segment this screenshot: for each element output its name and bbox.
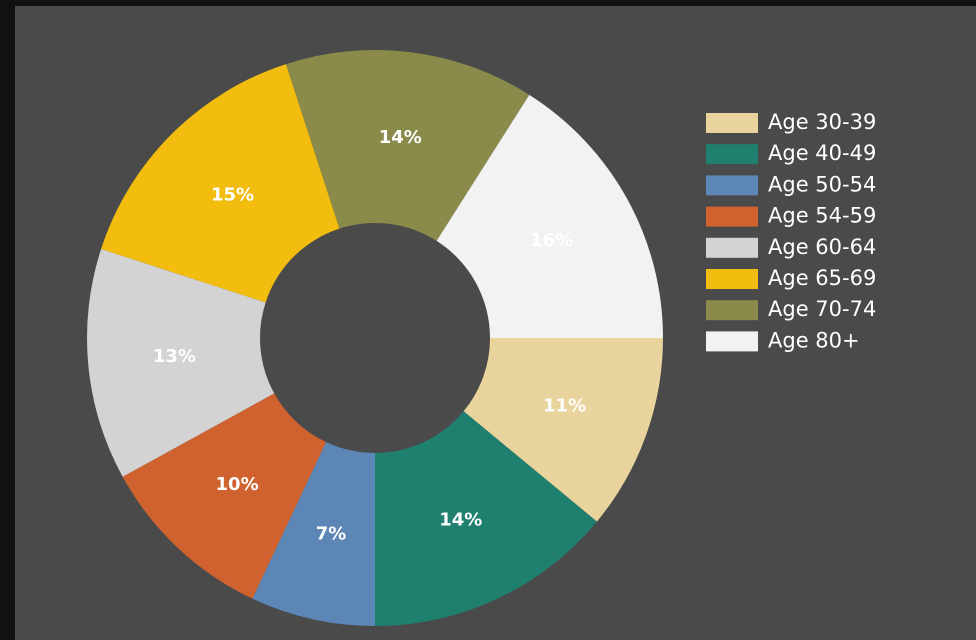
legend-label: Age 60-64 [768,235,876,259]
legend-swatch [706,269,758,289]
slice [436,94,663,338]
slice-label: 11% [543,395,586,416]
slice [87,249,275,477]
legend-label: Age 54-59 [768,204,876,228]
legend-swatch [706,206,758,227]
slice-label: 14% [379,127,422,148]
legend-label: Age 70-74 [768,297,876,321]
legend-label: Age 50-54 [768,172,876,196]
legend-swatch [706,331,758,352]
slice-label: 13% [153,346,196,367]
legend-label: Age 65-69 [768,266,876,290]
slice [101,64,340,303]
slice-label: 16% [530,230,573,251]
slice-label: 15% [211,185,254,206]
slice [286,50,530,241]
legend-swatch [706,237,758,258]
slice [375,411,597,626]
legend-label: Age 80+ [768,328,860,352]
slice-label: 14% [439,509,482,530]
legend-label: Age 30-39 [768,110,876,134]
slice [122,393,327,599]
slice [252,442,375,626]
legend-swatch [706,113,758,133]
slice-label: 10% [216,474,259,495]
legend-swatch [706,144,758,165]
legend-swatch [706,175,758,196]
legend-label: Age 40-49 [768,141,876,165]
slice [463,338,663,522]
legend-swatch [706,300,758,321]
slice-label: 7% [316,524,347,545]
